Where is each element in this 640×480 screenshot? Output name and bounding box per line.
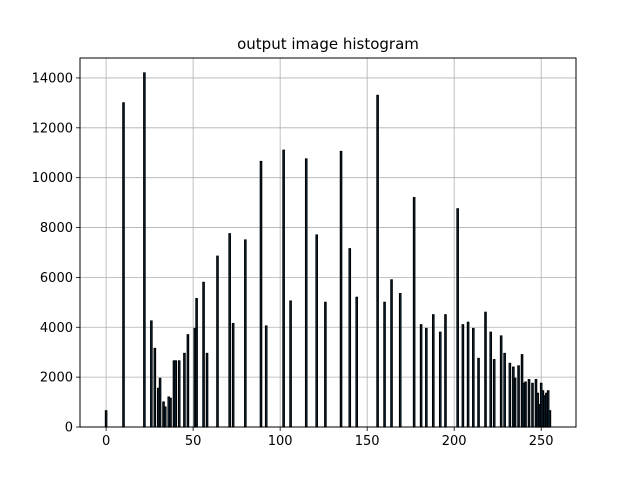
histogram-bar xyxy=(503,352,506,428)
axis-ticks: 0 50 100 150 200 250 0 2000 4000 6000 8000 10000 120… xyxy=(32,71,554,449)
histogram-bar xyxy=(472,327,475,428)
histogram-bar xyxy=(517,365,520,428)
histogram-bar xyxy=(315,234,318,428)
y-tick-label: 0 xyxy=(65,421,73,436)
x-tick-label: 100 xyxy=(268,434,293,449)
histogram-bar xyxy=(527,379,531,428)
histogram-bar xyxy=(324,301,327,428)
histogram-bar xyxy=(282,149,285,428)
histogram-bar xyxy=(289,300,292,428)
histogram-bar xyxy=(264,325,268,428)
histogram-bar xyxy=(376,94,379,428)
histogram-bar xyxy=(202,281,205,428)
histogram-bar xyxy=(177,360,181,428)
y-tick-label: 10000 xyxy=(32,171,73,186)
histogram-bar xyxy=(524,381,527,428)
histogram-bar xyxy=(169,397,172,428)
x-tick-label: 250 xyxy=(529,434,554,449)
histogram-bar xyxy=(348,248,352,428)
histogram-bar xyxy=(484,311,487,428)
histogram-bar xyxy=(163,406,167,428)
y-tick-label: 8000 xyxy=(40,221,73,236)
histogram-bar xyxy=(158,377,162,428)
histogram-bar xyxy=(104,410,108,428)
histogram-bar xyxy=(304,158,308,428)
y-tick-label: 6000 xyxy=(40,271,73,286)
chart-title: output image histogram xyxy=(237,35,419,53)
histogram-bar xyxy=(231,322,235,428)
histogram-bar xyxy=(228,233,231,428)
histogram-bar xyxy=(431,314,435,428)
histogram-bar xyxy=(492,359,496,428)
histogram-bar xyxy=(186,334,190,428)
histogram-bar xyxy=(531,382,534,428)
histogram-bar xyxy=(513,377,517,428)
histogram-bar xyxy=(339,150,343,428)
histogram-bar xyxy=(216,255,219,428)
histogram-bar xyxy=(456,208,459,428)
histogram-bar xyxy=(205,352,209,428)
histogram-bar xyxy=(195,297,198,428)
histogram-bar xyxy=(183,352,186,428)
histogram-bar xyxy=(143,72,146,428)
histogram-bar xyxy=(174,360,178,428)
histogram-bar xyxy=(419,324,423,428)
histogram-bar xyxy=(244,239,247,428)
histogram-bar xyxy=(153,347,157,428)
plot-area-frame xyxy=(79,57,577,428)
histogram-bar xyxy=(438,331,442,428)
histogram-bar xyxy=(477,357,480,428)
grid-lines xyxy=(80,58,576,428)
histogram-bar xyxy=(461,324,465,428)
histogram-bar xyxy=(398,293,402,428)
histogram-bar xyxy=(548,410,552,428)
histogram-bar xyxy=(489,331,493,428)
y-tick-label: 4000 xyxy=(40,321,73,336)
y-tick-label: 12000 xyxy=(32,121,73,136)
histogram-bar xyxy=(412,197,416,428)
y-tick-label: 2000 xyxy=(40,371,73,386)
histogram-bar xyxy=(150,320,153,428)
y-tick-label: 14000 xyxy=(32,71,73,86)
histogram-bar xyxy=(383,301,386,428)
histogram-bar xyxy=(355,296,359,428)
x-tick-label: 50 xyxy=(185,434,202,449)
histogram-bar xyxy=(122,102,125,428)
histogram-bar xyxy=(390,279,393,428)
histogram-bar xyxy=(444,314,447,428)
histogram-bar xyxy=(508,362,512,428)
histogram-bar xyxy=(259,160,263,428)
histogram-bar xyxy=(425,327,428,428)
x-tick-label: 150 xyxy=(355,434,380,449)
x-tick-label: 200 xyxy=(442,434,467,449)
x-tick-label: 0 xyxy=(102,434,110,449)
histogram-bar xyxy=(499,335,503,428)
histogram-bar xyxy=(466,321,470,428)
